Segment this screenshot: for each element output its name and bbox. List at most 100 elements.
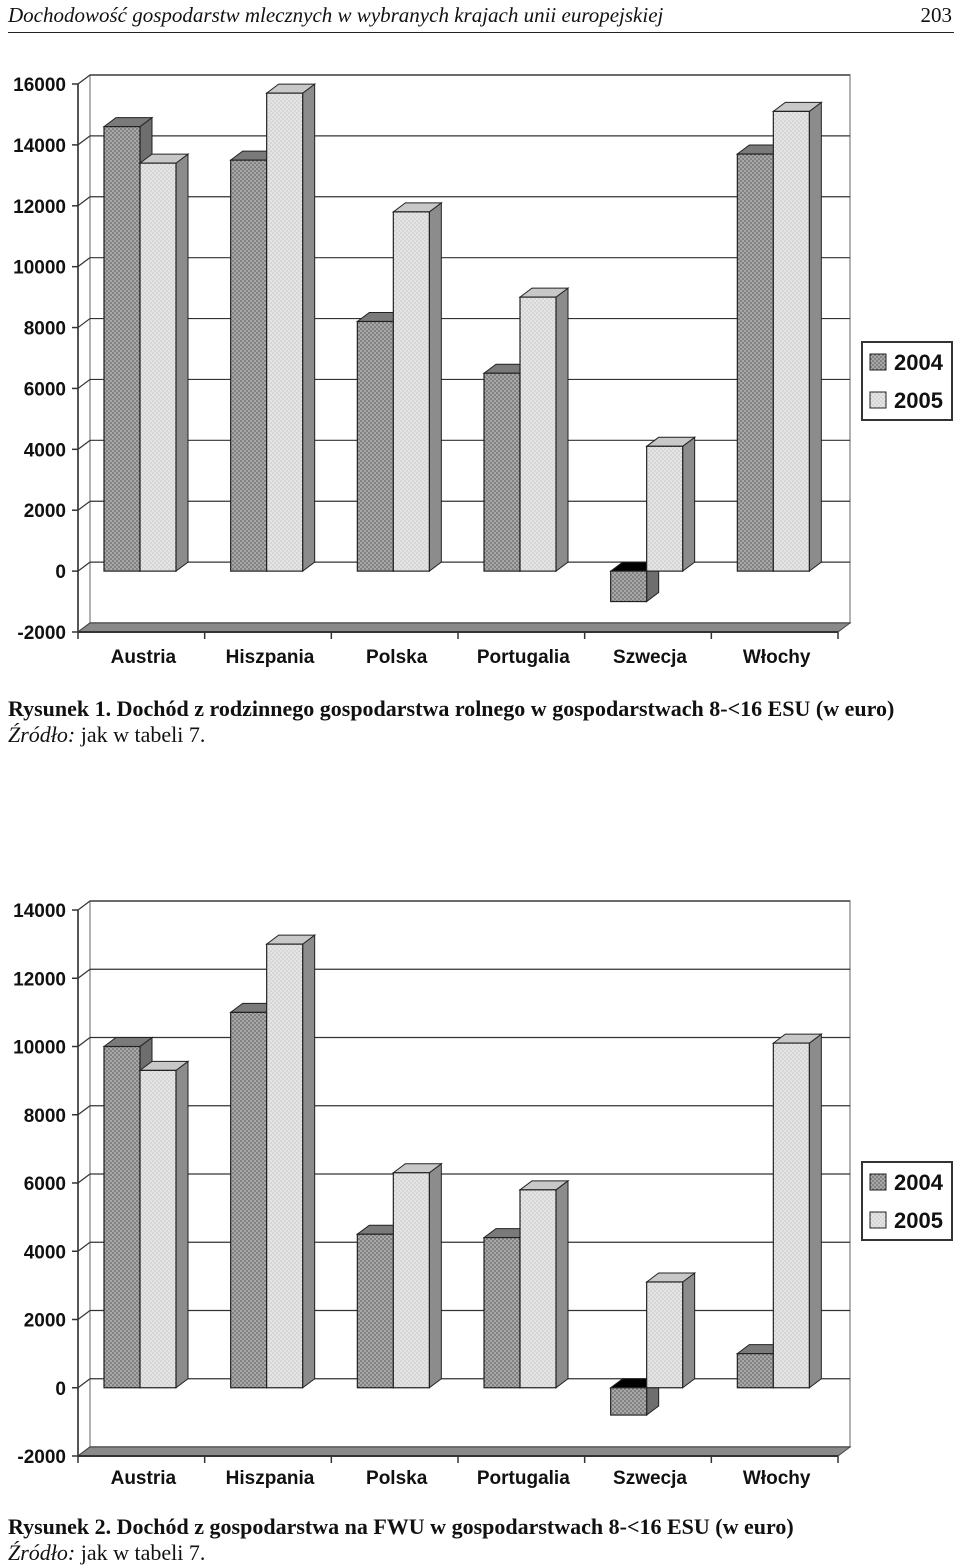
- bar-front: [392, 211, 430, 572]
- grid-diag: [77, 135, 91, 146]
- y-tick-label: 0: [55, 562, 66, 583]
- bar-austria-2005: [138, 1060, 190, 1389]
- y-tick-label: 2000: [24, 1311, 66, 1332]
- x-tick-label-portugalia: Portugalia: [477, 1468, 570, 1489]
- bar-front: [610, 1387, 648, 1416]
- grid-diag: [77, 968, 91, 979]
- bar-front: [483, 1237, 521, 1389]
- figure-2-source-text: jak w tabeli 7.: [80, 1540, 206, 1565]
- bar-front: [772, 110, 810, 572]
- x-tick-label-polska: Polska: [366, 647, 428, 668]
- bar-front: [772, 1042, 810, 1389]
- bar-side: [808, 1033, 822, 1389]
- bar-side: [428, 1162, 442, 1389]
- figure-2-caption: Rysunek 2. Dochód z gospodarstwa na FWU …: [8, 1514, 956, 1566]
- x-tick-label-włochy: Włochy: [743, 647, 811, 668]
- figure-1-chart: 16000 14000 12000 10000 8000 6000 4000 2000 0 -20…: [0, 36, 960, 676]
- bar-hiszpania-2005: [265, 83, 317, 573]
- bar-austria-2005: [138, 153, 190, 573]
- x-tick-label-włochy: Włochy: [743, 1468, 811, 1489]
- figure-1-source-text: jak w tabeli 7.: [80, 722, 206, 747]
- figure-1-caption-label: Rysunek 1.: [8, 696, 112, 721]
- legend-label-2004: 2004: [894, 1170, 944, 1195]
- bar-front: [610, 570, 648, 603]
- legend-label-2004: 2004: [894, 350, 944, 375]
- bar-side: [428, 201, 442, 573]
- x-tick-label-austria: Austria: [111, 647, 177, 668]
- bar-side: [808, 101, 822, 573]
- bar-front: [230, 159, 268, 572]
- bar-włochy-2005: [771, 101, 823, 573]
- grid-diag: [77, 1241, 91, 1252]
- figure-2-caption-text: Dochód z gospodarstwa na FWU w gospodars…: [116, 1514, 794, 1539]
- grid-diag: [77, 196, 91, 207]
- chart-floor: [76, 622, 852, 633]
- figure-1-source-label: Źródło:: [8, 722, 76, 747]
- x-tick-label-polska: Polska: [366, 1468, 428, 1489]
- y-tick-label: 4000: [24, 440, 66, 461]
- grid-diag: [77, 500, 91, 511]
- bar-front: [103, 126, 141, 572]
- x-tick-label-szwecja: Szwecja: [613, 1468, 687, 1489]
- grid-diag: [77, 318, 91, 329]
- y-tick-label: -2000: [17, 1447, 66, 1468]
- y-tick-label: 12000: [13, 197, 66, 218]
- bar-portugalia-2005: [518, 287, 570, 573]
- bar-front: [230, 1011, 268, 1389]
- bar-front: [356, 320, 394, 572]
- grid-diag: [77, 74, 91, 85]
- bar-włochy-2005: [771, 1033, 823, 1389]
- bar-front: [266, 943, 304, 1389]
- y-tick-label: 4000: [24, 1242, 66, 1263]
- y-tick-label: 14000: [13, 901, 66, 922]
- figure-2-chart: 14000 12000 10000 8000 6000 4000 2000 0 -2000 Aus…: [0, 880, 960, 1500]
- bar-szwecja-2004: [609, 561, 661, 603]
- bar-portugalia-2005: [518, 1179, 570, 1389]
- bar-front: [392, 1172, 430, 1389]
- y-tick-label: 6000: [24, 379, 66, 400]
- bar-szwecja-2005: [645, 1271, 697, 1389]
- y-tick-label: 2000: [24, 501, 66, 522]
- bar-front: [139, 1069, 177, 1389]
- bar-front: [139, 162, 177, 572]
- grid-diag: [77, 1105, 91, 1116]
- bar-front: [356, 1233, 394, 1389]
- chart-floor: [76, 1446, 852, 1457]
- y-tick-label: 16000: [13, 75, 66, 96]
- y-tick-label: -2000: [17, 623, 66, 644]
- y-tick-label: 0: [55, 1379, 66, 1400]
- y-tick-label: 10000: [13, 1038, 66, 1059]
- bar-front: [646, 1281, 684, 1389]
- legend-label-2005: 2005: [894, 1208, 943, 1233]
- bar-front: [483, 372, 521, 572]
- grid-diag: [77, 439, 91, 450]
- bar-side: [302, 83, 316, 573]
- legend-swatch-2004: [869, 1173, 887, 1191]
- grid-diag: [77, 1378, 91, 1389]
- bar-hiszpania-2005: [265, 934, 317, 1389]
- bar-side: [555, 1179, 569, 1389]
- grid-diag: [77, 378, 91, 389]
- bar-side: [682, 436, 696, 573]
- grid-diag: [77, 1310, 91, 1320]
- y-tick-label: 8000: [24, 319, 66, 340]
- y-tick-label: 14000: [13, 136, 66, 157]
- bar-front: [646, 445, 684, 572]
- x-tick-label-szwecja: Szwecja: [613, 647, 687, 668]
- grid-diag: [77, 1037, 91, 1047]
- y-tick-label: 12000: [13, 969, 66, 990]
- grid-diag: [77, 257, 91, 268]
- x-tick-label-austria: Austria: [111, 1468, 177, 1489]
- bar-side: [682, 1271, 696, 1389]
- bar-side: [302, 934, 316, 1389]
- figure-2-source-label: Źródło:: [8, 1540, 76, 1565]
- grid-diag: [77, 561, 91, 572]
- y-tick-label: 10000: [13, 258, 66, 279]
- grid-diag: [77, 900, 91, 911]
- plot-back-wall: [89, 74, 851, 624]
- figure-2-caption-label: Rysunek 2.: [8, 1514, 112, 1539]
- bar-front: [519, 1189, 557, 1389]
- y-tick-label: 6000: [24, 1174, 66, 1195]
- bar-front: [736, 1353, 774, 1389]
- grid-diag: [77, 1173, 91, 1184]
